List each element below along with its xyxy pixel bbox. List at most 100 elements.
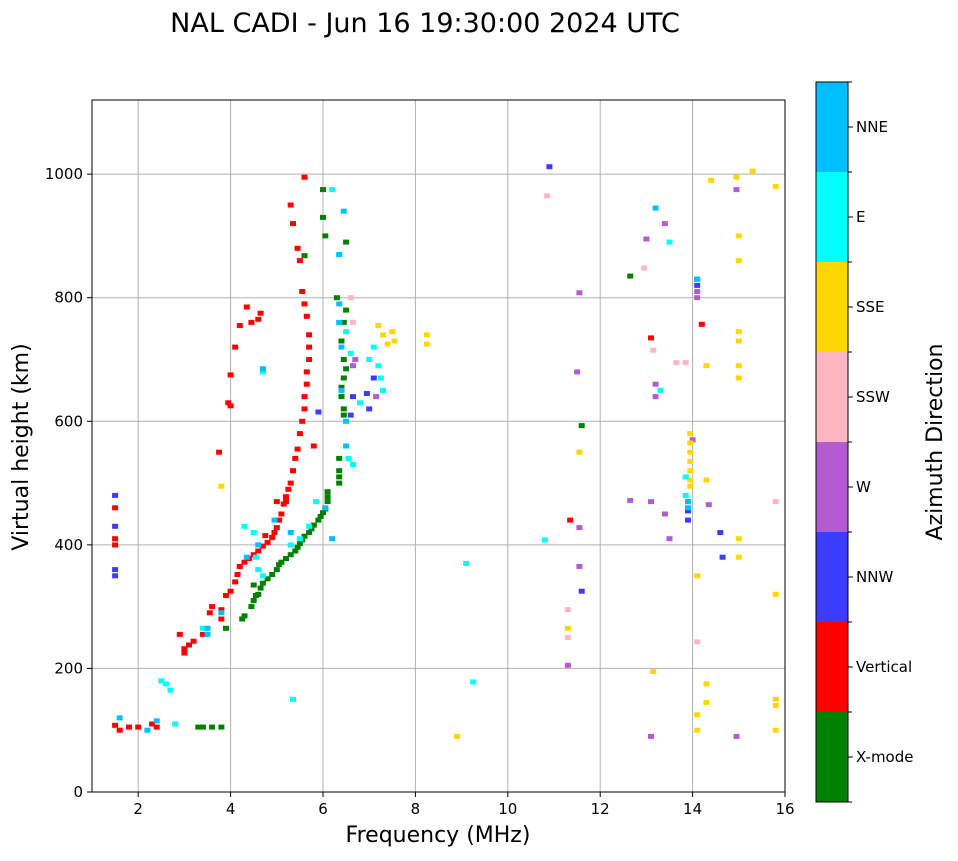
point-vertical	[135, 724, 142, 730]
point-vertical	[262, 533, 269, 539]
x-tick-label: 2	[133, 800, 143, 818]
colorbar-tick-label: NNE	[856, 118, 888, 136]
point-vertical	[296, 431, 303, 437]
point-ssw	[350, 319, 356, 325]
plot-area	[91, 99, 786, 793]
x-tick-label: 16	[775, 800, 794, 818]
point-e	[347, 350, 354, 356]
colorbar-swatch	[816, 82, 848, 172]
point-ssw	[564, 635, 571, 640]
point-vertical	[209, 604, 216, 610]
point-w	[350, 363, 356, 369]
point-x-mode	[340, 406, 347, 412]
point-vertical	[299, 418, 306, 424]
point-vertical	[257, 310, 264, 316]
y-axis-ticks: 0 200 400 600 800 1000	[45, 165, 92, 801]
point-vertical	[271, 530, 278, 535]
point-sse	[389, 329, 396, 335]
y-tick-label: 400	[54, 536, 83, 554]
point-e	[306, 523, 313, 529]
point-vertical	[283, 494, 289, 500]
point-sse	[735, 338, 742, 344]
point-x-mode	[320, 510, 326, 516]
point-sse	[733, 174, 740, 180]
point-w	[733, 187, 740, 193]
point-e	[296, 536, 303, 542]
point-ssw	[544, 193, 551, 199]
point-nne	[322, 505, 329, 511]
point-x-mode	[301, 253, 308, 259]
point-nne	[343, 418, 350, 424]
point-vertical	[264, 539, 271, 545]
point-e	[255, 567, 262, 573]
point-sse	[703, 699, 710, 705]
point-x-mode	[627, 273, 634, 279]
point-vertical	[306, 332, 313, 338]
point-nne	[287, 530, 294, 535]
point-vertical	[273, 525, 280, 531]
point-vertical	[243, 304, 250, 310]
point-x-mode	[273, 567, 280, 573]
point-vertical	[234, 572, 241, 577]
point-x-mode	[322, 233, 329, 239]
colorbar-tick-label: X-mode	[856, 748, 913, 766]
point-nne	[144, 727, 151, 733]
point-w	[705, 502, 712, 508]
point-e	[172, 721, 179, 727]
grid-lines	[92, 100, 786, 793]
point-nnw	[578, 588, 585, 594]
point-sse	[218, 483, 225, 489]
point-x-mode	[283, 556, 289, 561]
point-sse	[703, 363, 710, 369]
point-vertical	[112, 536, 119, 542]
point-ssw	[682, 360, 689, 366]
point-e	[253, 554, 259, 560]
point-sse	[687, 449, 694, 455]
point-nne	[685, 499, 691, 505]
point-vertical	[153, 724, 160, 730]
point-nnw	[112, 567, 119, 573]
point-vertical	[296, 258, 303, 264]
point-e	[366, 357, 373, 362]
point-w	[576, 564, 583, 569]
point-x-mode	[315, 517, 322, 523]
point-x-mode	[223, 625, 229, 631]
x-tick-label: 12	[591, 800, 610, 818]
point-vertical	[306, 357, 313, 362]
point-x-mode	[340, 412, 347, 418]
point-vertical	[225, 400, 232, 406]
y-tick-label: 600	[54, 412, 83, 430]
point-vertical	[223, 593, 229, 598]
chart-title: NAL CADI - Jun 16 19:30:00 2024 UTC	[170, 8, 680, 39]
colorbar-swatch	[816, 532, 848, 622]
point-sse	[687, 483, 694, 489]
point-nne	[336, 252, 343, 257]
point-vertical	[199, 631, 206, 637]
point-x-mode	[336, 474, 343, 480]
point-vertical	[278, 511, 285, 517]
point-x-mode	[259, 580, 266, 586]
point-x-mode	[343, 239, 350, 245]
point-nnw	[112, 523, 119, 529]
point-sse	[687, 431, 694, 437]
point-w	[661, 511, 668, 517]
point-sse	[694, 712, 701, 718]
point-sse	[650, 669, 657, 674]
point-x-mode	[310, 522, 317, 528]
point-sse	[687, 468, 694, 474]
point-vertical	[181, 650, 188, 656]
point-e	[162, 681, 169, 687]
point-vertical	[112, 722, 119, 728]
point-sse	[380, 332, 387, 338]
point-e	[682, 474, 689, 480]
point-e	[290, 696, 296, 702]
x-tick-label: 14	[683, 800, 702, 818]
point-sse	[687, 440, 694, 446]
point-ssw	[650, 347, 657, 353]
point-nne	[271, 517, 278, 523]
point-x-mode	[340, 357, 347, 362]
colorbar-swatch	[816, 352, 848, 442]
point-sse	[772, 591, 779, 597]
point-sse	[564, 625, 571, 631]
point-sse	[576, 449, 583, 455]
